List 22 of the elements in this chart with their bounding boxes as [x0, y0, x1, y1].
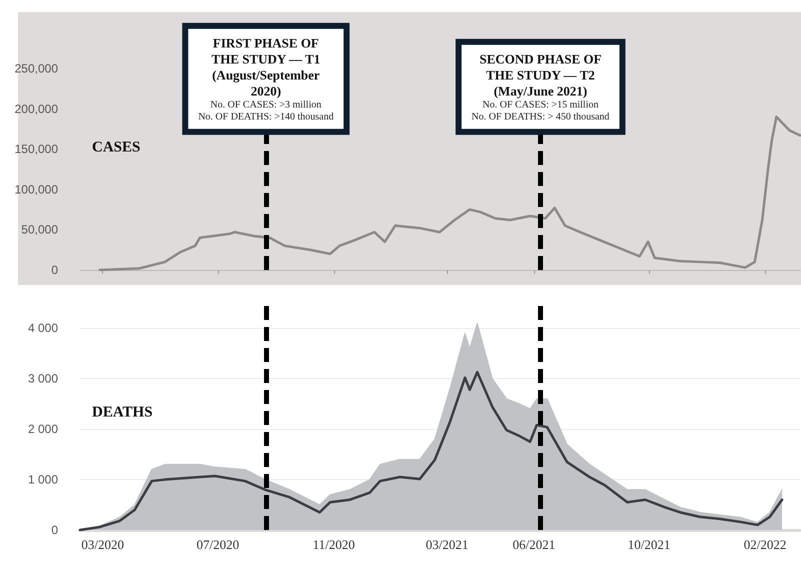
y-tick-label: 3 000 — [28, 372, 58, 386]
y-tick-label: 100,000 — [14, 182, 58, 196]
x-tick-label: 02/2022 — [744, 537, 786, 552]
x-tick-label: 03/2021 — [426, 537, 468, 552]
y-tick-label: 200,000 — [14, 102, 58, 116]
x-tick-label: 06/2021 — [512, 537, 556, 552]
x-tick-label: 10/2021 — [628, 537, 670, 552]
y-tick-label: 250,000 — [14, 61, 58, 76]
y-tick-label: 4 000 — [28, 321, 58, 336]
x-tick-label: 07/2020 — [196, 537, 240, 552]
x-tick-label: 03/2020 — [81, 537, 124, 552]
y-tick-label: 50,000 — [21, 222, 58, 237]
ref-line-label: SECOND PHASE OF THE STUDY — T2 (May/June 2021) No. OF CASES: >15 million No. OF DEATHS: > 450 thousand — [472, 51, 610, 122]
text: CASES — [92, 140, 140, 156]
text: DEATHS — [92, 404, 153, 420]
y-tick-label: 1 000 — [28, 472, 58, 487]
ref-line-label: FIRST PHASE OF THE STUDY — T1 (August/September 2020) No. OF CASES: >3 million No. OF DEATHS: >140 thousand — [198, 35, 334, 122]
x-tick-label: 11/2020 — [312, 537, 355, 552]
y-tick-label: 150,000 — [14, 142, 58, 156]
y-tick-label: 0 — [51, 263, 58, 277]
y-tick-label: 2 000 — [28, 422, 58, 436]
y-tick-label: 0 — [51, 523, 58, 537]
